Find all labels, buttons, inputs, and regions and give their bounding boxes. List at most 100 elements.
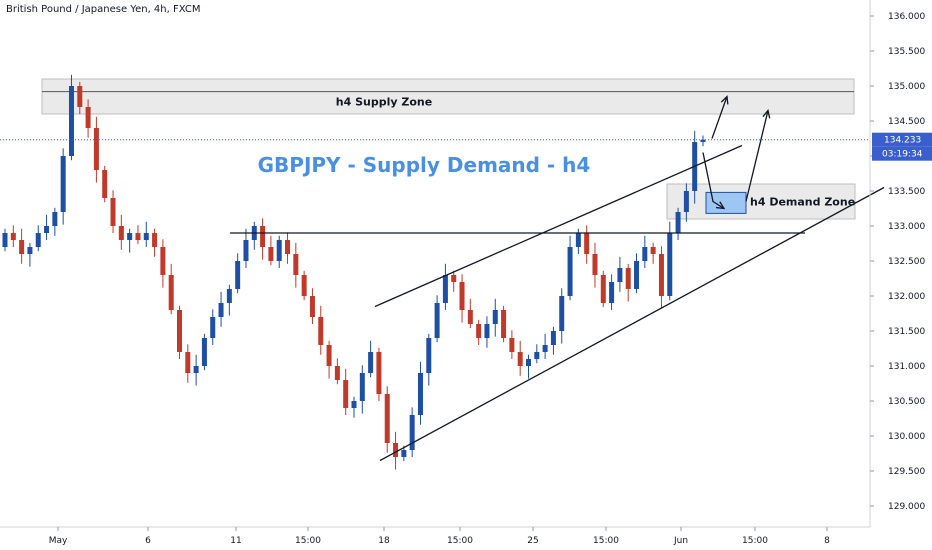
candle-body (301, 275, 307, 296)
time-tick-label: 6 (145, 536, 151, 546)
candle-body (226, 289, 232, 303)
candle-body (85, 107, 91, 128)
target-arrow-1-head (720, 95, 729, 105)
channel-lower-line (379, 186, 885, 462)
price-tick-label: 130.000 (888, 432, 925, 442)
supply-zone-box (41, 78, 855, 115)
candle-body (52, 212, 58, 226)
candle-body (160, 247, 166, 275)
candle-body (526, 359, 531, 366)
time-axis[interactable]: May 6 11 15:00 18 15:00 25 15:00 Jun 15:00 8 (0, 526, 870, 546)
candle-body (185, 352, 191, 373)
time-tick-label: 15:00 (447, 536, 473, 546)
candle-body (625, 268, 631, 289)
candle-body (309, 296, 315, 317)
candle-body (634, 261, 640, 289)
supply-zone-label: h4 Supply Zone (336, 96, 432, 109)
candle-body (683, 191, 689, 212)
time-tick-label: 15:00 (593, 536, 619, 546)
candle-body (359, 373, 365, 401)
candle-body (10, 233, 16, 240)
candle-body (127, 233, 133, 240)
candle-body (384, 394, 390, 443)
candle-body (201, 338, 207, 366)
candle-body (351, 401, 357, 408)
price-tick-label: 131.000 (888, 362, 925, 372)
candle-body (642, 247, 648, 261)
countdown-badge (872, 146, 932, 161)
candle-body (467, 310, 473, 324)
target-arrow-2 (745, 110, 769, 202)
target-arrow-2-head (762, 109, 771, 119)
price-tick-label: 132.000 (888, 292, 925, 302)
demand-zone-box (666, 183, 856, 220)
candle-body (417, 373, 423, 415)
candle-body (93, 128, 99, 170)
price-tick-label: 129.000 (888, 502, 925, 512)
candle-body (675, 212, 681, 233)
candle-body (243, 240, 249, 261)
time-tick-label: 15:00 (742, 536, 768, 546)
candles-layer (2, 74, 706, 470)
candle-body (276, 240, 282, 261)
candle-body (567, 247, 573, 296)
current-price-label: 134.233 (884, 136, 921, 146)
candle-body (235, 261, 241, 289)
candle-body (118, 226, 124, 240)
time-tick-label: May (49, 536, 68, 546)
candle-body (700, 139, 706, 142)
candle-body (68, 86, 74, 156)
candle-body (658, 254, 664, 296)
candle-body (600, 275, 606, 303)
candle-body (143, 233, 149, 240)
candle-body (193, 366, 199, 373)
candle-body (44, 226, 50, 233)
candle-body (293, 254, 299, 275)
candle-body (19, 240, 25, 254)
candle-body (168, 275, 174, 310)
candle-body (218, 303, 224, 317)
candle-body (2, 233, 8, 247)
candle-body (542, 345, 548, 352)
countdown-label: 03:19:34 (882, 150, 923, 160)
candle-body (575, 233, 581, 247)
time-tick-label: 18 (378, 536, 390, 546)
candle-body (534, 352, 540, 359)
candle-body (102, 170, 108, 198)
main-title: GBPJPY - Supply Demand - h4 (258, 153, 591, 177)
candle-body (35, 233, 41, 247)
pullback-arrow-head (715, 201, 726, 210)
candle-body (376, 352, 382, 394)
price-tick-label: 131.500 (888, 327, 925, 337)
symbol-title: British Pound / Japanese Yen, 4h, FXCM (6, 4, 201, 15)
candle-body (492, 310, 498, 324)
candle-body (559, 296, 565, 331)
candle-body (409, 415, 415, 450)
candle-body (476, 324, 482, 338)
candle-body (667, 233, 673, 296)
candle-body (617, 268, 623, 282)
price-axis[interactable]: 129.000 129.500 130.000 130.500 131.000 131.5… (869, 0, 932, 527)
candle-body (609, 282, 615, 303)
time-tick-label: 25 (527, 536, 538, 546)
candle-body (650, 247, 656, 254)
candle-body (152, 233, 158, 247)
candle-body (135, 233, 141, 240)
candle-body (426, 338, 432, 373)
candle-body (401, 450, 407, 457)
candle-body (260, 226, 266, 247)
time-tick-label: 11 (230, 536, 241, 546)
price-tick-label: 129.500 (888, 467, 925, 477)
candle-body (584, 233, 590, 254)
candle-body (77, 86, 83, 107)
trendlines-layer: GBPJPY - Supply Demand - h4 (0, 95, 885, 462)
price-tick-label: 135.000 (888, 82, 925, 92)
time-tick-label: 8 (824, 536, 830, 546)
price-tick-label: 135.500 (888, 47, 925, 57)
price-tick-label: 132.500 (888, 257, 925, 267)
candle-body (459, 282, 465, 310)
candle-body (501, 310, 507, 338)
candle-body (550, 331, 556, 345)
candle-body (110, 198, 116, 226)
target-arrow-1 (711, 96, 728, 139)
